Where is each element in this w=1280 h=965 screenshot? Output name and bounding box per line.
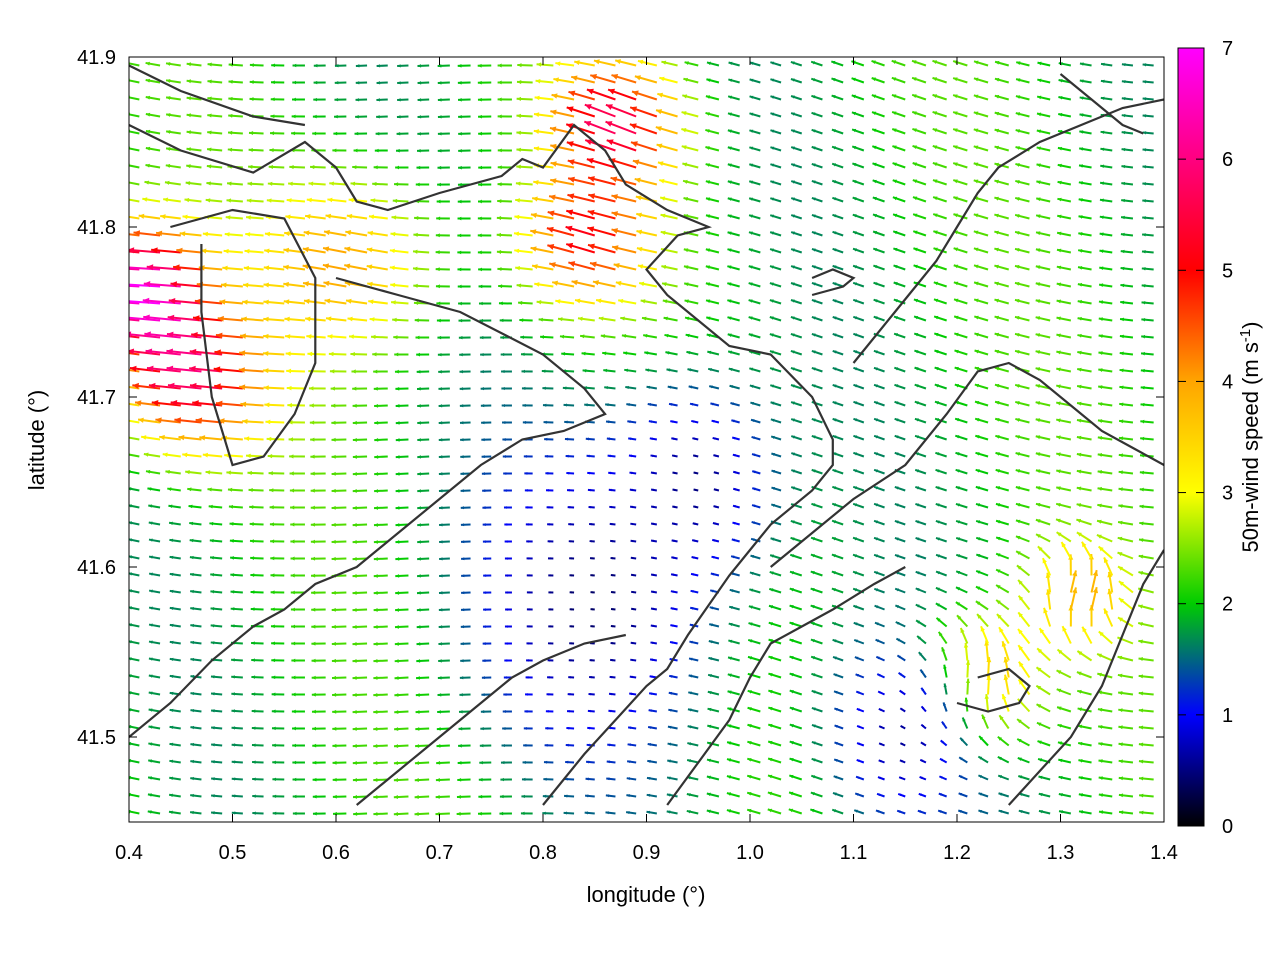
wind-vector bbox=[505, 608, 512, 611]
wind-vector bbox=[569, 625, 574, 627]
wind-vector bbox=[569, 659, 574, 661]
wind-vector bbox=[548, 540, 554, 542]
wind-vector-head bbox=[112, 349, 119, 355]
wind-vector bbox=[548, 625, 553, 627]
wind-vector bbox=[526, 642, 532, 644]
wind-vector bbox=[570, 591, 574, 593]
wind-vector bbox=[505, 557, 512, 560]
wind-vector bbox=[525, 693, 533, 696]
wind-vector bbox=[591, 608, 595, 610]
wind-vector-head bbox=[108, 332, 115, 338]
wind-vector bbox=[569, 540, 574, 542]
wind-vector bbox=[527, 574, 533, 576]
wind-vector-head bbox=[125, 331, 132, 337]
wind-vector bbox=[548, 642, 553, 644]
wind-vector bbox=[504, 506, 512, 509]
wind-vector-head bbox=[123, 264, 129, 270]
wind-vector bbox=[526, 523, 533, 526]
wind-vector bbox=[590, 540, 595, 542]
wind-vector bbox=[505, 540, 512, 543]
wind-vector bbox=[505, 574, 512, 577]
wind-vector bbox=[527, 625, 533, 627]
wind-vector-head bbox=[119, 401, 124, 406]
wind-vector bbox=[547, 523, 553, 525]
wind-vector bbox=[611, 574, 616, 576]
wind-vector bbox=[569, 574, 574, 576]
wind-vector-head bbox=[120, 298, 127, 304]
wind-vector bbox=[504, 659, 512, 662]
wind-vector bbox=[548, 574, 553, 576]
wind-vector bbox=[611, 625, 616, 627]
wind-vector bbox=[548, 591, 553, 593]
wind-vector bbox=[505, 625, 512, 628]
wind-vector bbox=[590, 659, 595, 661]
wind-vector-head bbox=[120, 281, 126, 287]
wind-vector bbox=[526, 676, 533, 679]
wind-vector bbox=[548, 608, 553, 610]
wind-vector bbox=[527, 608, 533, 610]
wind-vector-head bbox=[103, 264, 109, 270]
wind-vector-head bbox=[123, 435, 128, 439]
wind-vector bbox=[568, 676, 574, 678]
wind-vector bbox=[570, 608, 574, 610]
wind-vector bbox=[526, 540, 532, 543]
wind-vector bbox=[569, 557, 574, 559]
wind-vector bbox=[568, 523, 574, 525]
wind-vector bbox=[590, 574, 594, 576]
wind-vector bbox=[505, 642, 512, 645]
wind-vector bbox=[525, 506, 532, 509]
wind-vector-head bbox=[115, 366, 121, 372]
wind-vector bbox=[591, 591, 595, 593]
wind-vector bbox=[505, 591, 512, 594]
wind-vector-head bbox=[122, 315, 129, 321]
wind-vector bbox=[548, 557, 553, 559]
wind-vector-head bbox=[101, 298, 108, 304]
wind-vector-head bbox=[121, 418, 126, 423]
wind-vector bbox=[611, 591, 615, 593]
wind-vector bbox=[611, 608, 615, 610]
wind-vector bbox=[527, 557, 533, 559]
wind-vector bbox=[547, 676, 553, 678]
wind-vector bbox=[590, 625, 594, 627]
wind-vector-head bbox=[101, 282, 107, 288]
wind-vector bbox=[504, 523, 512, 526]
wind-vector bbox=[611, 642, 616, 644]
wind-vector bbox=[526, 659, 533, 662]
wind-vector bbox=[527, 591, 533, 593]
wind-vector-head bbox=[108, 247, 115, 253]
wind-vector-head bbox=[104, 315, 111, 321]
wind-vector bbox=[611, 557, 616, 559]
wind-vector bbox=[548, 659, 554, 661]
wind-vector bbox=[569, 642, 574, 644]
wind-vector-head bbox=[117, 383, 123, 388]
wind-vector bbox=[590, 557, 595, 559]
